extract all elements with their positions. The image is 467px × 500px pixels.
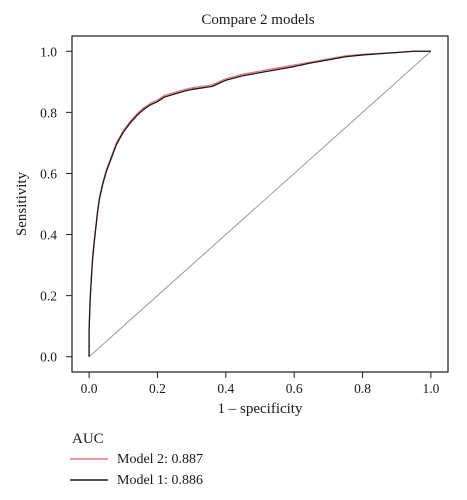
legend: AUC Model 2: 0.887 Model 1: 0.886 xyxy=(70,431,203,488)
y-axis: 0.0 0.2 0.4 0.6 0.8 1.0 xyxy=(40,44,72,365)
reference-diagonal-line xyxy=(88,50,432,358)
legend-items: Model 2: 0.887 Model 1: 0.886 xyxy=(70,452,203,488)
x-tick-label: 1.0 xyxy=(422,381,439,396)
x-tick-label: 0.2 xyxy=(149,381,166,396)
chart-title: Compare 2 models xyxy=(201,12,314,28)
x-axis-title: 1 – specificity xyxy=(218,401,303,417)
y-tick-label: 0.6 xyxy=(40,166,57,181)
y-tick-label: 0.8 xyxy=(40,105,57,120)
y-tick-label: 0.2 xyxy=(40,289,57,304)
x-tick-label: 0.8 xyxy=(354,381,371,396)
series-line-model-1 xyxy=(88,50,431,357)
legend-entry-label: Model 2: 0.887 xyxy=(117,452,203,467)
x-tick-label: 0.0 xyxy=(81,381,98,396)
y-tick-label: 0.0 xyxy=(40,350,57,365)
legend-entry-label: Model 1: 0.886 xyxy=(117,473,203,488)
series-layer xyxy=(88,50,431,357)
legend-title: AUC xyxy=(72,431,104,447)
x-axis: 0.0 0.2 0.4 0.6 0.8 1.0 xyxy=(81,372,440,396)
y-tick-label: 1.0 xyxy=(40,44,57,59)
y-tick-label: 0.4 xyxy=(40,228,57,243)
plot-frame xyxy=(71,35,449,373)
y-axis-title: Sensitivity xyxy=(14,171,30,236)
x-tick-label: 0.4 xyxy=(217,381,234,396)
x-tick-label: 0.6 xyxy=(286,381,303,396)
